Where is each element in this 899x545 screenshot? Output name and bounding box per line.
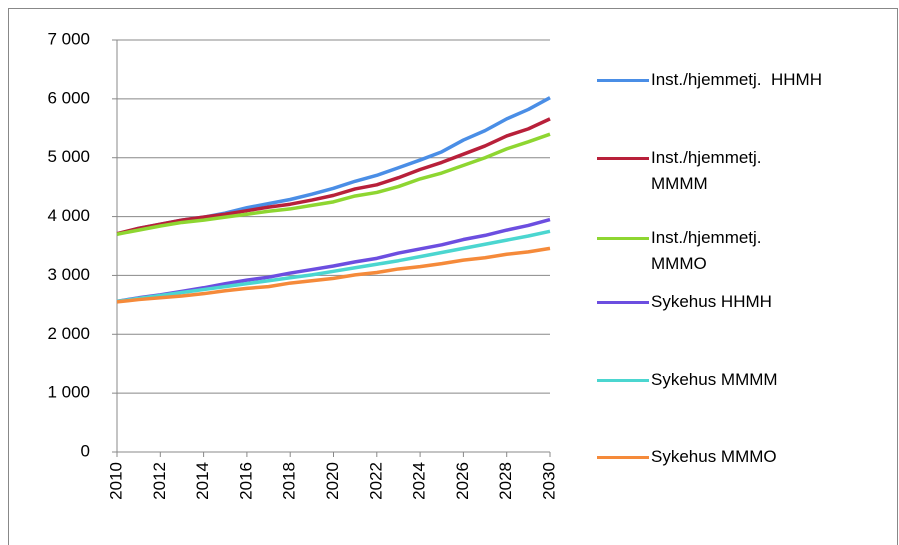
y-tick-label: 4 000 bbox=[47, 206, 90, 225]
legend-swatch bbox=[597, 237, 649, 240]
x-tick-label: 2028 bbox=[496, 462, 515, 500]
y-tick-label: 1 000 bbox=[47, 383, 90, 402]
x-tick-label: 2020 bbox=[323, 462, 342, 500]
x-tick-label: 2014 bbox=[193, 462, 212, 500]
x-tick-label: 2026 bbox=[453, 462, 472, 500]
legend-item: Inst./hjemmetj. HHMH bbox=[597, 67, 822, 93]
legend-label: Sykehus MMMM bbox=[651, 370, 778, 389]
data-line bbox=[116, 96, 551, 236]
legend-swatch bbox=[597, 157, 649, 160]
legend-label: Sykehus MMMO bbox=[651, 447, 777, 466]
legend-swatch bbox=[597, 301, 649, 304]
legend-item: Sykehus MMMM bbox=[597, 367, 821, 393]
x-tick-label: 2024 bbox=[410, 462, 429, 500]
legend-item: Inst./hjemmetj. MMMO bbox=[597, 225, 821, 277]
x-tick-label: 2018 bbox=[280, 462, 299, 500]
y-tick-label: 6 000 bbox=[47, 88, 90, 107]
y-tick-label: 3 000 bbox=[47, 265, 90, 284]
data-line bbox=[116, 246, 551, 304]
legend-swatch bbox=[597, 456, 649, 459]
legend-swatch bbox=[597, 79, 649, 82]
x-tick-label: 2030 bbox=[539, 462, 558, 500]
legend-label: Inst./hjemmetj. HHMH bbox=[651, 70, 822, 89]
x-tick-label: 2012 bbox=[150, 462, 169, 500]
legend-item: Sykehus MMMO bbox=[597, 444, 821, 470]
data-line bbox=[116, 229, 551, 304]
data-line bbox=[116, 217, 551, 304]
y-tick-label: 2 000 bbox=[47, 324, 90, 343]
legend-item: Inst./hjemmetj. MMMM bbox=[597, 145, 821, 197]
legend-item: Sykehus HHMH bbox=[597, 289, 821, 315]
x-tick-label: 2010 bbox=[106, 462, 125, 500]
chart-border bbox=[8, 8, 898, 545]
data-line bbox=[116, 132, 551, 236]
legend-label: Sykehus HHMH bbox=[651, 292, 772, 311]
legend-label: Inst./hjemmetj. MMMO bbox=[651, 228, 762, 273]
y-tick-label: 5 000 bbox=[47, 147, 90, 166]
legend-label: Inst./hjemmetj. MMMM bbox=[651, 148, 762, 193]
y-tick-label: 0 bbox=[81, 441, 90, 460]
data-line bbox=[116, 117, 551, 236]
legend-swatch bbox=[597, 379, 649, 382]
x-tick-label: 2022 bbox=[366, 462, 385, 500]
x-tick-label: 2016 bbox=[236, 462, 255, 500]
y-tick-label: 7 000 bbox=[47, 29, 90, 48]
